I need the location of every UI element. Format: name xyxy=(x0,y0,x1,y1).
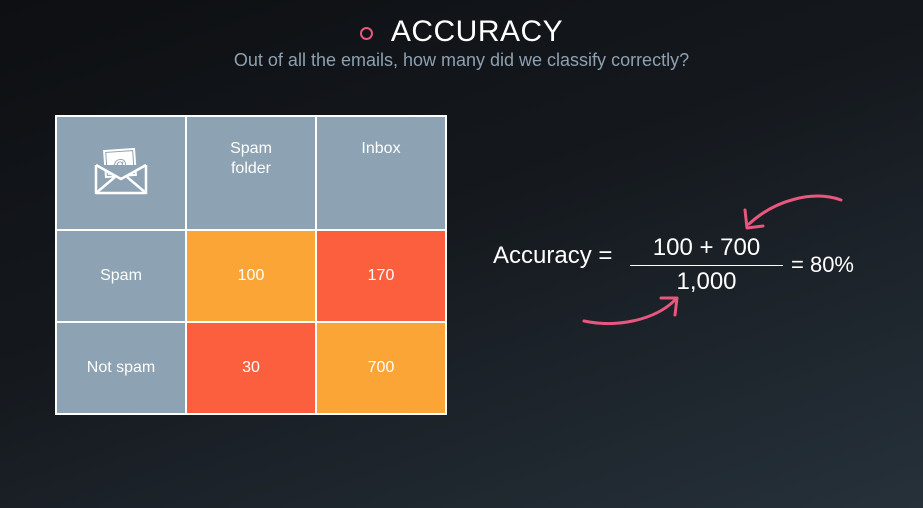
matrix-row-not-spam: Not spam 30 700 xyxy=(55,321,447,415)
cell-false-negative: 170 xyxy=(315,229,447,323)
column-header-label: Spam folder xyxy=(230,140,272,177)
page-title: ACCURACY xyxy=(390,15,564,48)
column-header-label: Inbox xyxy=(361,140,401,157)
confusion-matrix: @ Spam folder Inbox Spam 100 170 Not spa… xyxy=(55,115,447,415)
email-envelope-icon: @ xyxy=(94,147,148,194)
row-header-not-spam: Not spam xyxy=(55,321,187,415)
title-row: ACCURACY xyxy=(0,12,923,52)
pointer-arrow-top-icon xyxy=(743,194,843,230)
title-bullet-icon xyxy=(359,26,373,40)
fraction-line xyxy=(630,265,783,266)
page-subtitle: Out of all the emails, how many did we c… xyxy=(233,50,690,70)
column-header-spam-folder: Spam folder xyxy=(185,115,317,231)
formula-denominator: 1,000 xyxy=(676,268,737,295)
cell-true-positive: 100 xyxy=(185,229,317,323)
cell-true-negative: 700 xyxy=(315,321,447,415)
formula-numerator: 100 + 700 xyxy=(652,234,761,261)
formula-label: Accuracy = xyxy=(493,242,613,269)
matrix-corner-cell: @ xyxy=(55,115,187,231)
row-header-spam: Spam xyxy=(55,229,187,323)
formula-result: = 80% xyxy=(791,252,854,277)
matrix-header-row: @ Spam folder Inbox xyxy=(55,115,447,231)
matrix-row-spam: Spam 100 170 xyxy=(55,229,447,323)
accuracy-formula: Accuracy = 100 + 700 1,000 = 80% xyxy=(493,232,873,302)
pointer-arrow-bottom-icon xyxy=(582,296,679,325)
column-header-inbox: Inbox xyxy=(315,115,447,231)
cell-false-positive: 30 xyxy=(185,321,317,415)
